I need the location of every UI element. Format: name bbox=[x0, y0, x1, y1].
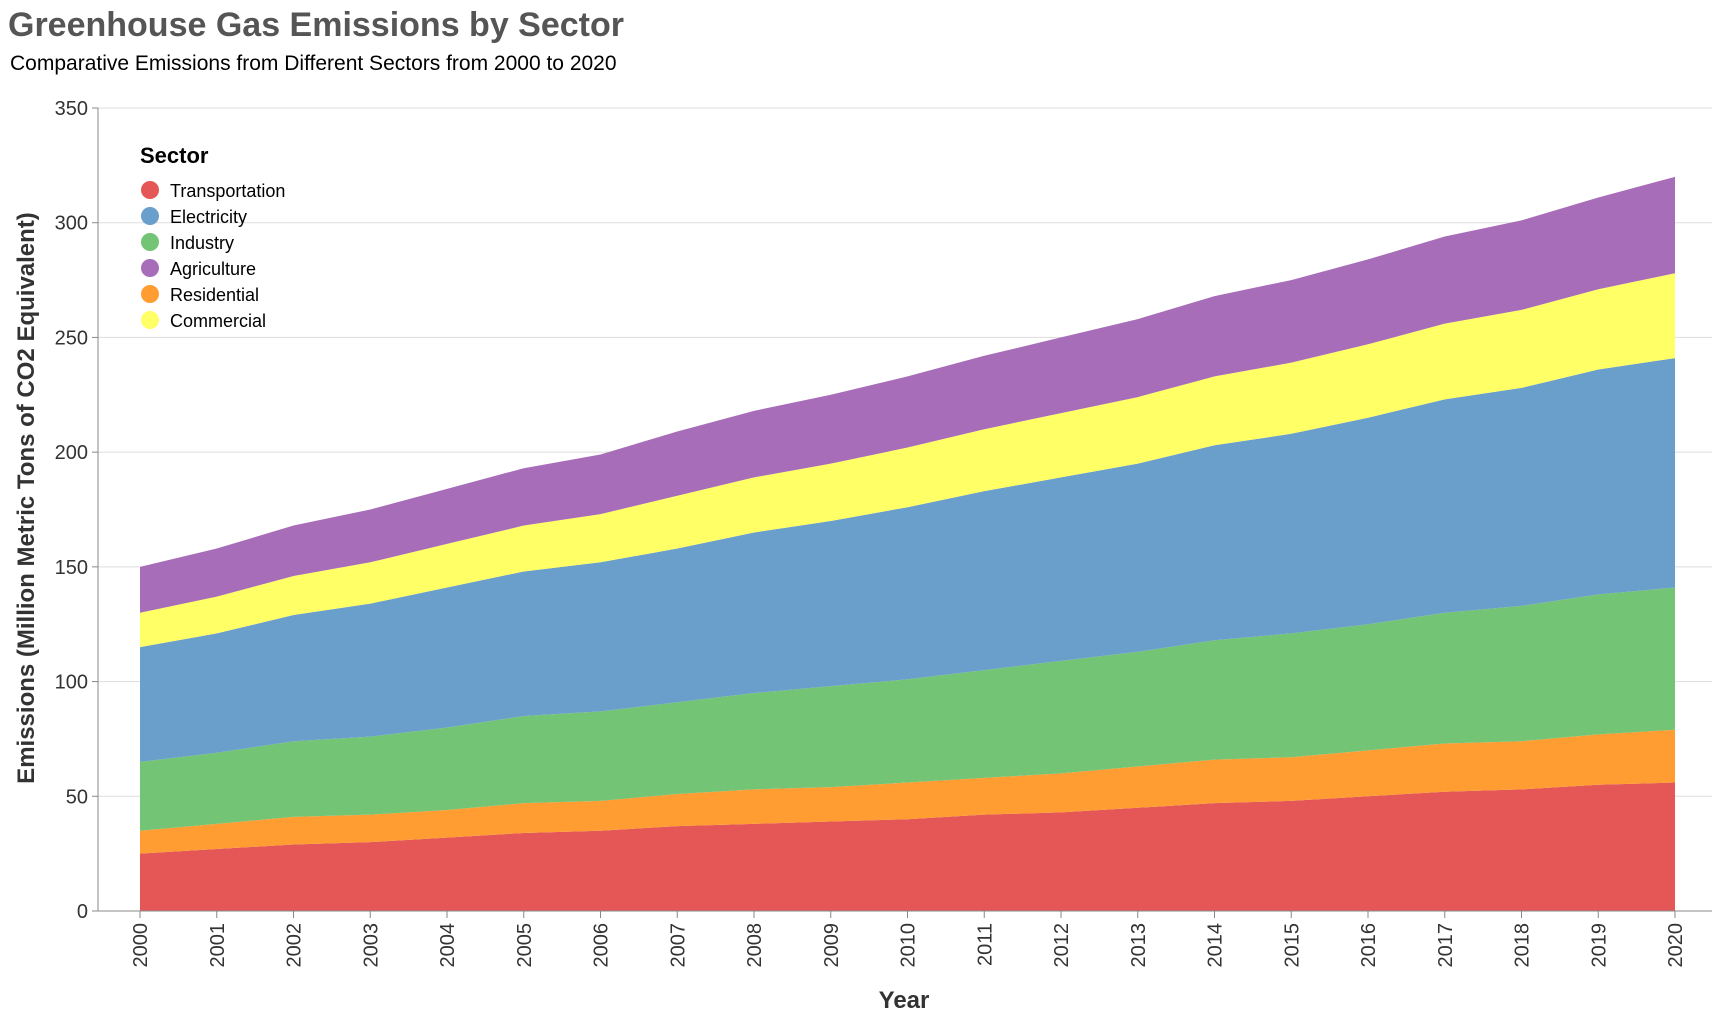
x-tick-label-2019: 2019 bbox=[1588, 923, 1610, 968]
x-tick-label-2011: 2011 bbox=[974, 923, 996, 966]
y-tick-label-3: 150 bbox=[55, 557, 88, 579]
y-tick-label-1: 50 bbox=[66, 786, 88, 808]
legend-label-residential: Residential bbox=[170, 285, 259, 305]
x-tick-label-2013: 2013 bbox=[1128, 923, 1150, 968]
legend-label-agriculture: Agriculture bbox=[170, 259, 256, 279]
x-tick-label-2016: 2016 bbox=[1358, 923, 1380, 968]
x-tick-label-2000: 2000 bbox=[130, 923, 152, 968]
chart-title: Greenhouse Gas Emissions by Sector bbox=[8, 6, 624, 44]
x-tick-label-2001: 2001 bbox=[207, 923, 229, 968]
legend-label-industry: Industry bbox=[170, 233, 234, 253]
y-tick-label-4: 200 bbox=[55, 442, 88, 464]
legend-swatch-industry bbox=[141, 233, 159, 251]
area-series-group bbox=[140, 176, 1675, 911]
area-residential bbox=[140, 729, 1675, 854]
x-tick-label-2014: 2014 bbox=[1205, 923, 1227, 968]
legend: Sector Transportation Electricity Industry… bbox=[140, 143, 285, 331]
y-tick-label-0: 0 bbox=[77, 901, 88, 923]
chart-subtitle: Comparative Emissions from Different Sec… bbox=[10, 52, 617, 75]
area-commercial bbox=[140, 273, 1675, 648]
x-tick-label-2002: 2002 bbox=[284, 923, 306, 968]
area-transportation bbox=[140, 782, 1675, 911]
area-industry bbox=[140, 587, 1675, 831]
x-tick-label-2008: 2008 bbox=[744, 923, 766, 968]
x-tick-label-2007: 2007 bbox=[667, 923, 689, 968]
x-tick-label-2006: 2006 bbox=[591, 923, 613, 968]
x-tick-label-2018: 2018 bbox=[1512, 923, 1534, 968]
y-tick-label-7: 350 bbox=[55, 98, 88, 120]
axes: 0 50 100 150 200 250 300 350 2000 2001 2002 2003 200… bbox=[55, 98, 1712, 968]
x-tick-label-2005: 2005 bbox=[514, 923, 536, 968]
x-tick-label-2010: 2010 bbox=[898, 923, 920, 968]
area-electricity bbox=[140, 358, 1675, 762]
legend-label-transportation: Transportation bbox=[170, 181, 285, 201]
x-tick-label-2012: 2012 bbox=[1051, 923, 1073, 968]
x-tick-label-2015: 2015 bbox=[1281, 923, 1303, 968]
legend-swatch-commercial bbox=[141, 311, 159, 329]
y-tick-label-5: 250 bbox=[55, 327, 88, 349]
x-tick-label-2003: 2003 bbox=[360, 923, 382, 968]
area-agriculture bbox=[140, 176, 1675, 613]
x-axis-title: Year bbox=[879, 987, 930, 1014]
legend-swatch-electricity bbox=[141, 207, 159, 225]
legend-swatch-transportation bbox=[141, 181, 159, 199]
x-tick-label-2017: 2017 bbox=[1435, 923, 1457, 968]
legend-label-commercial: Commercial bbox=[170, 311, 266, 331]
y-tick-label-2: 100 bbox=[55, 672, 88, 694]
x-tick-label-2004: 2004 bbox=[437, 923, 459, 968]
legend-title: Sector bbox=[140, 143, 209, 168]
legend-swatch-agriculture bbox=[141, 259, 159, 277]
legend-label-electricity: Electricity bbox=[170, 207, 247, 227]
x-tick-label-2009: 2009 bbox=[821, 923, 843, 968]
legend-swatch-residential bbox=[141, 285, 159, 303]
y-tick-label-6: 300 bbox=[55, 213, 88, 235]
x-tick-label-2020: 2020 bbox=[1665, 923, 1687, 968]
y-axis-title: Emissions (Million Metric Tons of CO2 Eq… bbox=[13, 212, 40, 784]
